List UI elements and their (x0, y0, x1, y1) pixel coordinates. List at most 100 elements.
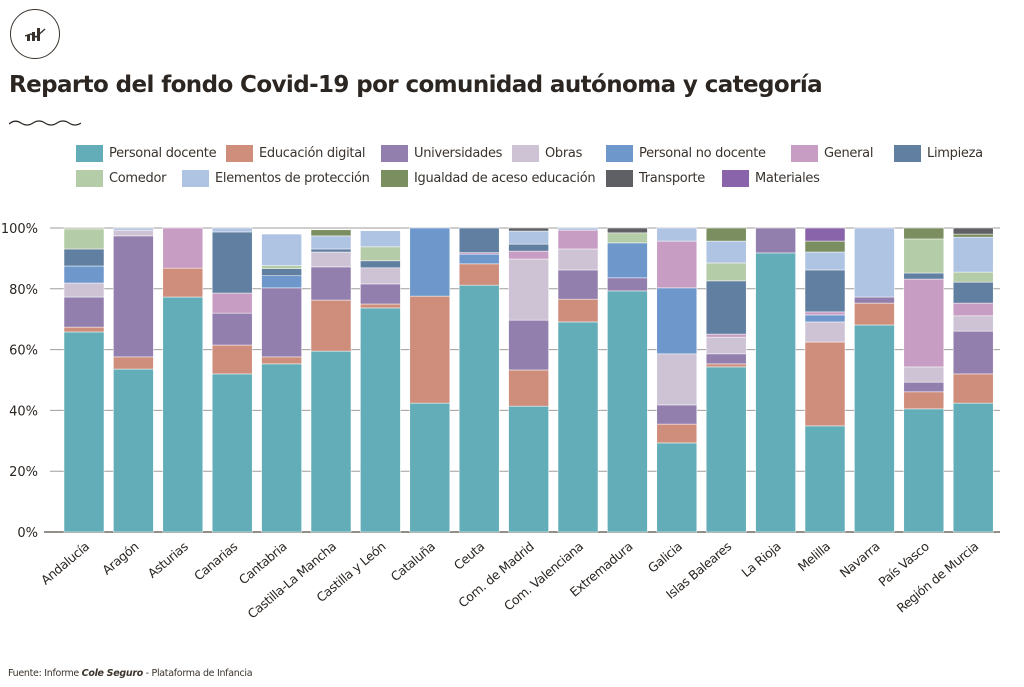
bar-segment-limpieza (360, 260, 401, 269)
chart-legend: Personal docente Educación digital Univers… (76, 145, 983, 195)
wavy-line-icon (9, 120, 81, 126)
chart-title: Reparto del fondo Covid-19 por comunidad… (9, 72, 823, 98)
bar-segment-general (162, 227, 204, 269)
legend-swatch (76, 145, 103, 162)
x-tick-label: Asturias (145, 539, 191, 581)
bar-segment-comedor (360, 246, 401, 262)
bar-segment-universidades (63, 296, 105, 328)
bar-segment-obras (656, 353, 698, 406)
x-tick-label: Región de Murcia (894, 539, 981, 616)
bar-segment-personal-no-docente (607, 242, 648, 279)
bar-segment-universidades (656, 404, 698, 425)
y-tick-label: 80% (9, 283, 38, 298)
bar-segment-general (952, 302, 994, 317)
bar-segment-igualdad-de-aceso-educacion (705, 227, 747, 242)
bar-stack-region-de-murcia (952, 227, 994, 533)
bar-stack-ceuta (458, 227, 500, 533)
bar-segment-obras (63, 282, 105, 298)
bar-segment-educacion-digital (409, 295, 451, 404)
bar-segment-comedor (607, 232, 648, 244)
bar-segment-limpieza (705, 280, 747, 335)
bar-segment-limpieza (903, 272, 945, 280)
legend-item-igualdad-de-aceso-educacion: Igualdad de aceso educación (381, 170, 596, 187)
bar-segment-elementos-de-proteccion (854, 227, 895, 298)
legend-label: Personal no docente (639, 146, 766, 161)
x-tick-label: Ceuta (451, 539, 487, 573)
y-tick-label: 40% (9, 404, 38, 419)
legend-item-educacion-digital: Educación digital (226, 145, 366, 162)
legend-label: Educación digital (259, 146, 366, 161)
legend-swatch (722, 170, 749, 187)
legend-swatch (791, 145, 818, 162)
legend-item-universidades: Universidades (381, 145, 502, 162)
bar-stack-galicia (656, 227, 698, 533)
bar-segment-obras (360, 267, 401, 285)
bar-segment-comedor (952, 271, 994, 283)
bar-segment-limpieza (63, 248, 105, 267)
bar-segment-educacion-digital (261, 356, 302, 365)
bar-segment-universidades (705, 353, 747, 365)
bar-segment-elementos-de-proteccion (211, 227, 253, 233)
bar-segment-general (557, 229, 599, 250)
bar-segment-personal-no-docente (261, 275, 302, 289)
legend-label: Comedor (109, 171, 167, 186)
bar-segment-universidades (557, 269, 599, 300)
bar-stack-com-valenciana (557, 227, 599, 533)
bar-segment-limpieza (261, 268, 302, 276)
bar-segment-personal-docente (804, 425, 846, 533)
bar-segment-obras (804, 321, 846, 343)
legend-label: Personal docente (109, 146, 217, 161)
bar-segment-elementos-de-proteccion (705, 240, 747, 264)
legend-swatch (381, 170, 408, 187)
bar-segment-personal-docente (607, 290, 648, 533)
bar-stack-islas-baleares (705, 227, 747, 533)
bar-segment-obras (705, 336, 747, 355)
legend-label: Obras (545, 146, 583, 161)
bar-stack-com-de-madrid (508, 227, 549, 533)
bar-segment-universidades (211, 312, 253, 346)
bar-segment-materiales (804, 227, 846, 242)
bar-segment-elementos-de-proteccion (656, 227, 698, 242)
bar-segment-educacion-digital (656, 423, 698, 444)
y-tick-label: 60% (9, 344, 38, 359)
bar-segment-transporte (952, 227, 994, 235)
y-tick-label: 20% (9, 465, 38, 480)
bar-segment-educacion-digital (952, 373, 994, 404)
bar-segment-universidades (360, 283, 401, 305)
legend-label: Materiales (755, 171, 820, 186)
bar-segment-transporte (607, 227, 648, 234)
legend-item-personal-docente: Personal docente (76, 145, 217, 162)
bar-segment-universidades (854, 296, 895, 304)
bar-segment-obras (113, 229, 154, 237)
bar-segment-educacion-digital (458, 263, 500, 286)
x-tick-label: Aragón (99, 539, 141, 578)
bar-segment-elementos-de-proteccion (557, 227, 599, 231)
bar-segment-general (903, 278, 945, 368)
bar-segment-personal-docente (903, 408, 945, 533)
bar-segment-obras (310, 251, 352, 268)
bar-stack-pais-vasco (903, 227, 945, 533)
bar-segment-universidades (508, 319, 549, 371)
source-report-name: Cole Seguro (81, 668, 144, 679)
bar-segment-comedor (903, 238, 945, 274)
bar-segment-elementos-de-proteccion (804, 251, 846, 271)
y-tick-label: 100% (1, 222, 38, 237)
bar-chart-trend-icon (25, 28, 46, 41)
bar-segment-universidades (261, 287, 302, 358)
bar-segment-transporte (508, 227, 549, 232)
source-prefix: Fuente: Informe (8, 668, 82, 679)
bar-segment-elementos-de-proteccion (261, 233, 302, 266)
bar-segment-personal-docente (508, 405, 549, 533)
bar-segment-universidades (952, 330, 994, 375)
bar-segment-personal-docente (458, 284, 500, 533)
bar-segment-comedor (705, 262, 747, 282)
bar-stack-extremadura (607, 227, 648, 533)
bar-segment-limpieza (508, 243, 549, 252)
bar-stack-canarias (211, 227, 253, 533)
legend-swatch (894, 145, 921, 162)
bar-segment-obras (903, 366, 945, 383)
bar-segment-igualdad-de-aceso-educacion (903, 227, 945, 240)
bar-segment-personal-docente (113, 368, 154, 533)
y-tick-label: 0% (17, 526, 38, 541)
bar-segment-personal-docente (705, 366, 747, 533)
